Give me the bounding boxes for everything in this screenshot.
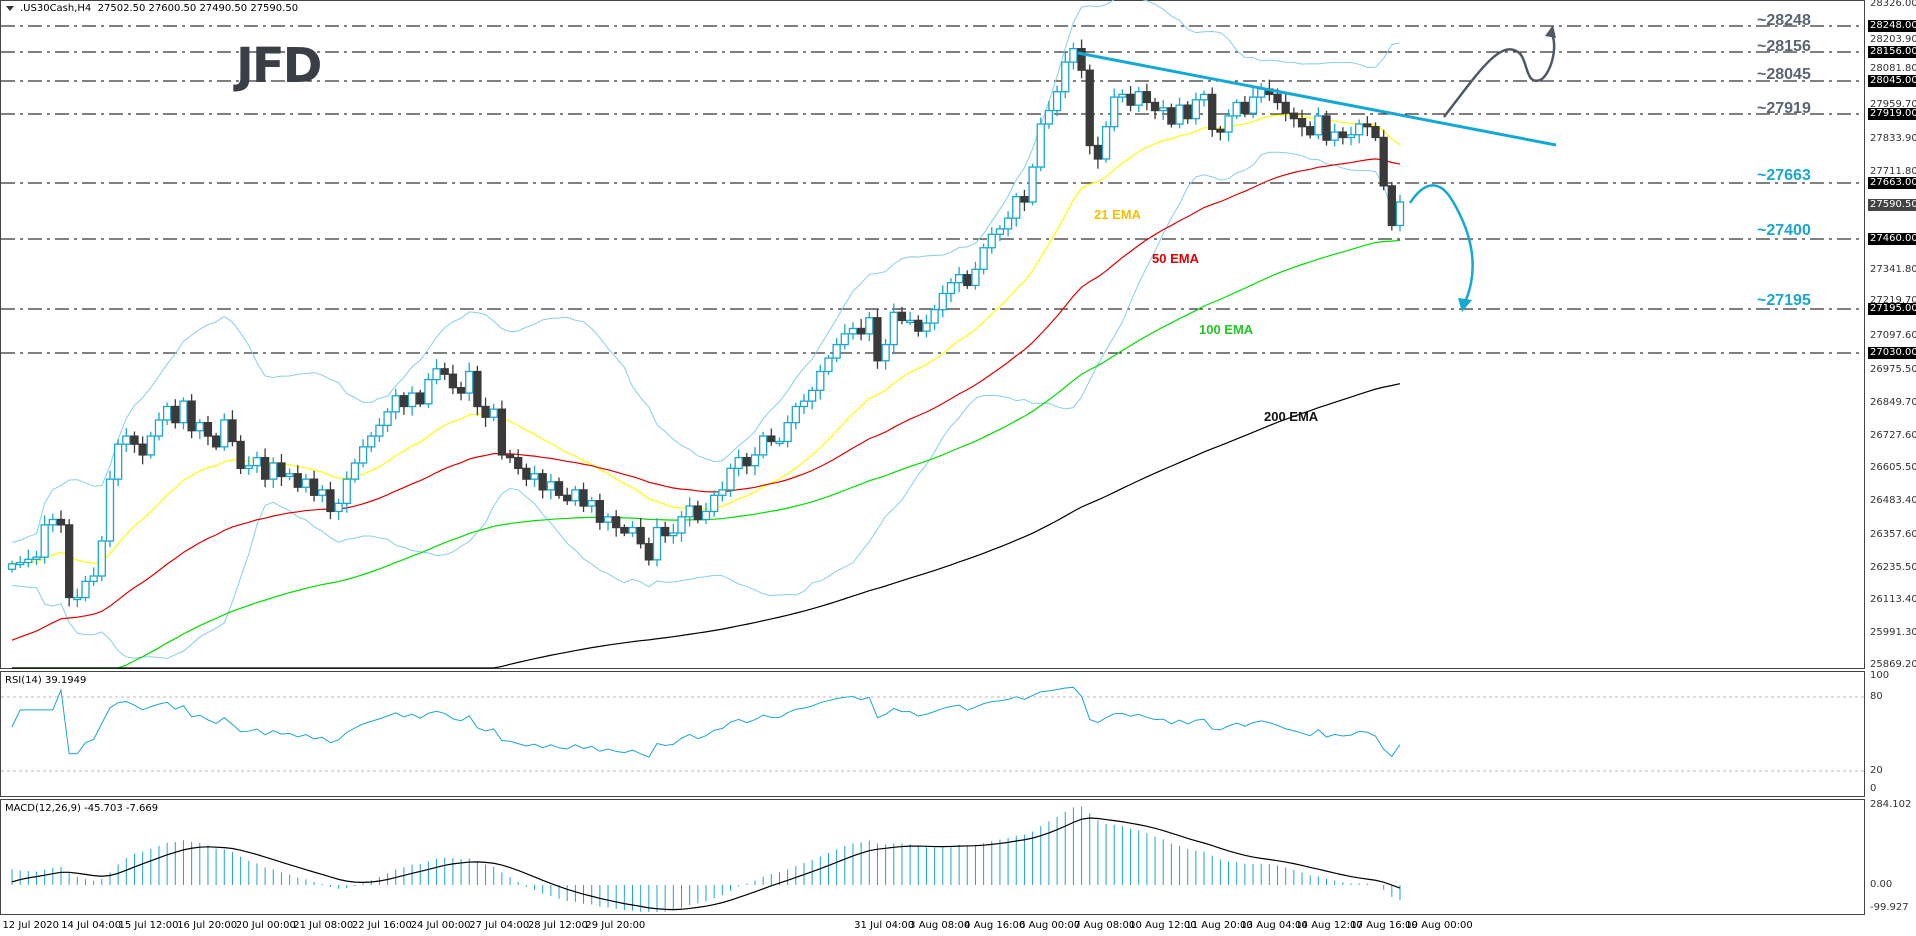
price-level-tag: 28156.00: [1868, 46, 1916, 58]
macd-panel-frame: [0, 799, 1865, 915]
date-axis-label: 11 Aug 20:00: [1185, 920, 1253, 931]
date-axis-label: 7 Aug 08:00: [1074, 920, 1136, 931]
macd-label: MACD(12,26,9) -45.703 -7.669: [5, 803, 159, 814]
price-axis-tick: 27711.80: [1870, 166, 1916, 177]
date-axis-label: 19 Aug 00:00: [1405, 920, 1473, 931]
ohlc-values: 27502.50 27600.50 27490.50 27590.50: [97, 3, 299, 14]
date-axis-label: 12 Jul 2020: [2, 920, 60, 931]
rsi-axis-tick: 0: [1870, 783, 1877, 794]
date-axis-label: 17 Aug 16:00: [1350, 920, 1418, 931]
price-axis-tick: 28203.90: [1870, 34, 1916, 45]
price-axis-tick: 26483.40: [1870, 495, 1916, 506]
date-axis-label: 3 Aug 08:00: [909, 920, 971, 931]
date-axis-label: 10 Aug 12:00: [1129, 920, 1197, 931]
date-axis-label: 6 Aug 00:00: [1019, 920, 1081, 931]
chart-header: .US30Cash,H4 27502.50 27600.50 27490.50 …: [6, 3, 298, 14]
date-axis-label: 16 Jul 20:00: [177, 920, 238, 931]
date-axis-label: 28 Jul 12:00: [527, 920, 588, 931]
bullish-scenario-arrow: [1443, 29, 1556, 118]
price-axis-tick: 27219.70: [1870, 295, 1916, 306]
date-axis-label: 13 Aug 04:00: [1240, 920, 1308, 931]
rsi-axis-tick: 100: [1870, 670, 1890, 681]
level-annotation: ~27400: [1757, 222, 1811, 239]
price-axis-tick: 25991.30: [1870, 627, 1916, 638]
descending-trendline: [1077, 51, 1557, 147]
bollinger-bands: [11, 0, 1401, 660]
macd-histogram: [11, 806, 1401, 912]
date-axis-label: 4 Aug 16:00: [964, 920, 1026, 931]
price-axis-tick: 26849.70: [1870, 397, 1916, 408]
price-level-tag: 27663.00: [1868, 177, 1916, 189]
symbol-label: .US30Cash,H4: [20, 3, 92, 14]
price-axis-tick: 27341.80: [1870, 264, 1916, 275]
level-annotation: ~28248: [1757, 12, 1811, 29]
price-level-tag: 27919.00: [1868, 108, 1916, 120]
price-level-tag: 27030.00: [1868, 347, 1916, 359]
level-annotation: ~27663: [1757, 167, 1811, 184]
price-axis-tick: 27097.60: [1870, 330, 1916, 341]
ema-lines: [11, 114, 1401, 669]
rsi-panel-frame: [0, 671, 1865, 797]
price-level-tag: 27195.00: [1868, 303, 1916, 315]
date-axis-label: 20 Jul 00:00: [235, 920, 296, 931]
rsi-axis-tick: 80: [1870, 691, 1883, 702]
ema-label: 50 EMA: [1152, 251, 1199, 266]
current-price-tag: 27590.50: [1868, 199, 1916, 211]
rsi-axis-tick: 20: [1870, 765, 1883, 776]
price-axis-tick: 27833.90: [1870, 133, 1916, 144]
rsi-label: RSI(14) 39.1949: [5, 675, 87, 686]
date-axis-label: 29 Jul 20:00: [585, 920, 646, 931]
price-axis-tick: 26975.50: [1870, 364, 1916, 375]
level-annotation: ~28045: [1757, 66, 1811, 83]
macd-axis-tick: -99.927: [1870, 902, 1909, 913]
main-panel-frame: [0, 0, 1865, 669]
bearish-scenario-arrow: [1408, 184, 1474, 301]
ema-label: 21 EMA: [1094, 207, 1141, 222]
rsi-line: [11, 686, 1401, 758]
price-level-tag: 28045.00: [1868, 75, 1916, 87]
arrow-head-down-icon: [1458, 298, 1472, 312]
price-level-tag: 28248.00: [1868, 20, 1916, 32]
date-axis-label: 24 Jul 00:00: [410, 920, 471, 931]
price-axis-tick: 26605.50: [1870, 462, 1916, 473]
level-annotation: ~27919: [1757, 100, 1811, 117]
ema-label: 200 EMA: [1264, 409, 1319, 424]
price-axis-tick: 26113.40: [1870, 594, 1916, 605]
date-axis-label: 27 Jul 04:00: [469, 920, 530, 931]
price-axis-tick: 28326.00: [1870, 0, 1916, 9]
level-annotation: ~28156: [1757, 38, 1811, 55]
date-axis-label: 22 Jul 16:00: [351, 920, 412, 931]
macd-axis-tick: 284.102: [1870, 799, 1912, 810]
date-axis-label: 14 Jul 04:00: [61, 920, 122, 931]
price-axis-tick: 26235.50: [1870, 562, 1916, 573]
level-annotation: ~27195: [1757, 292, 1811, 309]
date-axis-label: 15 Jul 12:00: [118, 920, 179, 931]
price-axis-tick: 26357.60: [1870, 529, 1916, 540]
date-axis-label: 31 Jul 04:00: [854, 920, 915, 931]
price-axis-tick: 25869.20: [1870, 659, 1916, 670]
dropdown-triangle-icon[interactable]: [6, 5, 14, 11]
jfd-logo: JFD: [236, 38, 322, 94]
arrow-head-up-icon: [1545, 25, 1556, 38]
macd-signal-line: [11, 817, 1401, 911]
price-level-tag: 27460.00: [1868, 233, 1916, 245]
macd-axis-tick: 0.00: [1870, 879, 1893, 890]
date-axis-label: 14 Aug 12:00: [1295, 920, 1363, 931]
price-axis-tick: 26727.60: [1870, 430, 1916, 441]
price-axis-tick: 27959.70: [1870, 99, 1916, 110]
ema-label: 100 EMA: [1199, 322, 1254, 337]
candlesticks: [7, 39, 1405, 608]
price-axis-tick: 28081.80: [1870, 63, 1916, 74]
date-axis-label: 21 Jul 08:00: [293, 920, 354, 931]
